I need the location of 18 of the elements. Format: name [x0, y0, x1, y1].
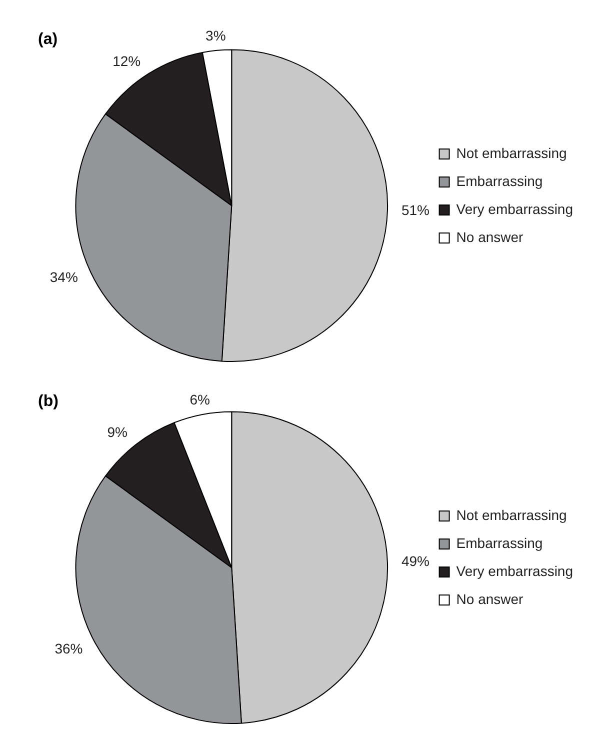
- legend-label: Not embarrassing: [456, 506, 567, 523]
- data-label: 3%: [206, 27, 226, 44]
- data-label: 51%: [401, 202, 430, 218]
- legend-label: Embarrassing: [456, 172, 543, 189]
- data-label: 9%: [107, 424, 128, 440]
- legend-label: Very embarrassing: [456, 562, 573, 579]
- legend-label: No answer: [456, 228, 524, 245]
- data-label: 49%: [401, 553, 430, 570]
- legend-label: Not embarrassing: [456, 144, 567, 161]
- chart-title: (a): [38, 31, 58, 48]
- legend-label: Embarrassing: [456, 534, 543, 551]
- data-label: 6%: [190, 392, 210, 408]
- data-label: 36%: [54, 640, 83, 656]
- data-label: 12%: [112, 53, 141, 70]
- legend-label: Very embarrassing: [456, 200, 573, 217]
- chart-title: (b): [38, 393, 58, 410]
- data-label: 34%: [50, 268, 78, 285]
- legend-label: No answer: [456, 590, 524, 607]
